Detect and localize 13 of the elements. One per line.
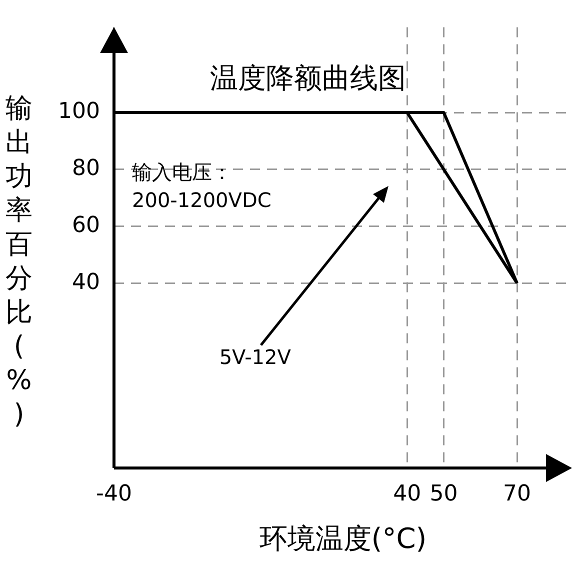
x-tick-label: 40 — [393, 482, 422, 507]
y-tick-label: 80 — [72, 156, 100, 182]
y-tick-label: 40 — [72, 270, 100, 295]
annotation: 5V-12V — [219, 345, 292, 370]
text: 输出功率百分比(%) — [6, 93, 32, 430]
x-tick-label: -40 — [96, 482, 132, 507]
x-tick-label: 70 — [503, 482, 532, 507]
y-tick-label: 100 — [58, 99, 100, 124]
text: 温度降额曲线图 — [210, 61, 406, 94]
x-tick-label: 50 — [430, 482, 458, 507]
x-axis-title: 环境温度(°C) — [259, 522, 427, 556]
y-tick-label: 60 — [72, 212, 100, 238]
annotation: 输入电压： 200-1200VDC — [132, 160, 272, 212]
